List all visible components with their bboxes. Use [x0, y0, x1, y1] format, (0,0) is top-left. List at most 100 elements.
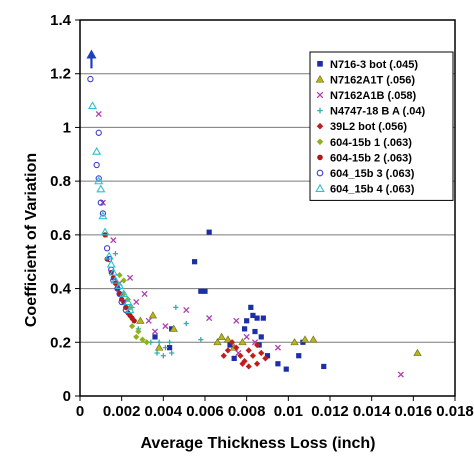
data-point: [104, 251, 114, 260]
data-point: [154, 350, 160, 356]
data-point: [115, 281, 125, 290]
data-point: [250, 312, 256, 319]
data-point: [231, 355, 237, 361]
legend-marker: [316, 169, 324, 177]
data-point: [98, 211, 108, 220]
data-point: [94, 176, 104, 185]
data-point: [227, 342, 233, 348]
data-point: [173, 304, 179, 310]
data-point: [198, 288, 204, 294]
series-5: [220, 339, 269, 370]
data-point: [183, 320, 189, 327]
legend-label: N7162A1T (.056): [330, 74, 415, 86]
data-point: [87, 75, 94, 83]
data-point: [243, 333, 250, 340]
y-tick-label: 0.6: [50, 227, 71, 244]
y-tick-label: 0.2: [50, 334, 71, 351]
data-point: [228, 339, 236, 346]
data-point: [136, 316, 145, 324]
data-point: [290, 338, 299, 346]
legend-label: 604-15b 1 (.063): [330, 137, 412, 149]
data-point: [245, 347, 252, 354]
data-point: [162, 323, 169, 330]
x-tick-label: 0.002: [103, 403, 141, 420]
data-point: [95, 175, 102, 182]
plot-area-frame: [79, 19, 456, 397]
data-point: [206, 315, 213, 322]
data-point: [241, 326, 248, 332]
legend-marker: [316, 91, 324, 99]
data-point: [155, 343, 164, 351]
data-point: [309, 335, 318, 343]
legend-marker: [316, 138, 324, 146]
legend-label: N7162A1B (.058): [330, 90, 417, 102]
data-point: [238, 338, 247, 346]
data-point: [244, 318, 250, 324]
data-point: [191, 259, 198, 265]
data-points: [87, 75, 422, 378]
data-point: [99, 210, 107, 217]
legend-marker: [317, 61, 323, 67]
data-point: [237, 352, 244, 359]
legend-entry: 604_15b 3 (.063): [316, 168, 415, 180]
legend-label: N4747-18 B A (.04): [330, 106, 426, 118]
data-point: [397, 371, 404, 378]
data-point: [217, 332, 226, 340]
x-axis-title: Average Thickness Loss (inch): [140, 435, 375, 452]
data-point: [133, 298, 140, 306]
data-point: [156, 339, 162, 345]
data-point: [262, 355, 269, 362]
legend-entry: N716-3 bot (.045): [317, 59, 418, 71]
annotation-arrow: [86, 49, 97, 69]
x-tick-label: 0.006: [186, 403, 224, 420]
data-point: [258, 349, 265, 357]
legend-entry: 39L2 bot (.056): [316, 121, 407, 133]
x-tick-label: 0.008: [228, 403, 266, 420]
data-point: [253, 360, 261, 367]
series-9: [87, 101, 135, 314]
data-point: [120, 290, 127, 298]
data-point: [202, 288, 208, 294]
gridlines: [80, 73, 455, 343]
legend-marker: [315, 74, 325, 83]
legend-label: 604-15b 2 (.063): [330, 152, 412, 164]
data-point: [116, 272, 123, 279]
data-point: [152, 334, 158, 340]
y-tick-label: 0.8: [50, 173, 71, 190]
data-point: [133, 333, 140, 341]
data-point: [110, 237, 117, 244]
x-tick-label: 0.01: [274, 403, 303, 420]
x-axis-ticks: 0 0.002 0.004 0.006 0.008 0.01 0.012 0.014 0.016…: [76, 396, 474, 420]
legend-label: N716-3 bot (.045): [330, 59, 418, 71]
data-point: [126, 274, 134, 281]
legend-entry: 604-15b 1 (.063): [316, 137, 412, 149]
series-8: [87, 75, 129, 314]
legend-marker: [317, 154, 323, 161]
data-point: [198, 337, 204, 343]
legend: N716-3 bot (.045) N7162A1T (.056) N7162A1B…: [309, 51, 454, 201]
data-point: [413, 348, 422, 356]
legend-marker: [317, 107, 323, 114]
series-1: [152, 229, 327, 372]
x-tick-label: 0.014: [353, 403, 391, 420]
legend-label: 604_15b 4 (.063): [330, 184, 415, 196]
y-tick-label: 1.2: [50, 66, 71, 83]
series-3: [95, 110, 404, 378]
data-point: [233, 344, 240, 351]
data-point: [275, 361, 281, 367]
data-point: [258, 334, 264, 340]
data-point: [123, 297, 133, 306]
data-point: [93, 161, 100, 169]
legend-box: [309, 51, 454, 201]
data-point: [253, 341, 261, 349]
x-tick-label: 0.012: [311, 403, 349, 420]
data-point: [135, 328, 142, 335]
legend-entry: N7162A1T (.056): [315, 74, 415, 86]
data-point: [87, 101, 98, 110]
legend-entry: N4747-18 B A (.04): [317, 106, 426, 118]
y-tick-label: 1: [63, 119, 71, 136]
data-point: [296, 353, 302, 359]
legend-entry: 604_15b 4 (.063): [315, 184, 415, 196]
data-point: [213, 338, 222, 346]
data-point: [103, 245, 111, 252]
